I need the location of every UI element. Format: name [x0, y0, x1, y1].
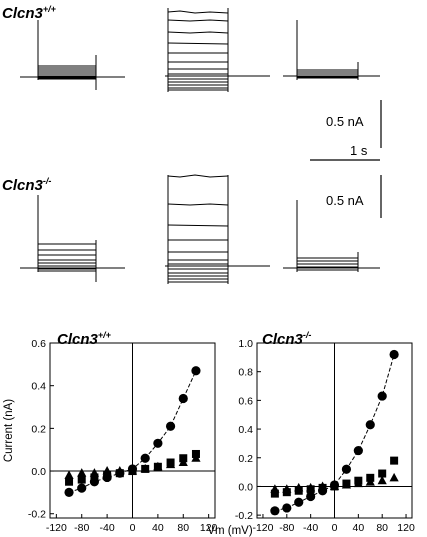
x-tick-label: 120 [397, 522, 415, 534]
data-point-triangle [341, 480, 352, 489]
data-point-circle [306, 491, 316, 502]
x-tick-label: 80 [376, 522, 388, 534]
ko-trace-group-2 [165, 174, 270, 284]
data-point-triangle [329, 481, 340, 490]
data-point-circle [165, 421, 176, 431]
data-point-triangle [77, 468, 87, 477]
data-point-triangle [389, 472, 399, 482]
y-axis-label: Current (nA) [3, 399, 15, 462]
data-point-circle [294, 497, 304, 507]
data-point-circle [353, 445, 363, 456]
wt-trace-group-2 [165, 8, 270, 92]
x-axis-label: Vm (mV) [207, 525, 253, 537]
x-tick-label: 40 [353, 522, 365, 534]
y-tick-label: 0.6 [238, 395, 253, 407]
data-point-circle [377, 391, 387, 401]
wt-trace-label: Clcn3+/+ [2, 4, 57, 22]
data-point-circle [64, 487, 74, 497]
data-point-triangle [178, 457, 188, 467]
plot-title: Clcn3+/+ [57, 330, 112, 348]
x-tick-label: -40 [303, 522, 318, 534]
data-point-circle [341, 464, 352, 474]
ko-trace-label: Clcn3-/- [2, 176, 51, 194]
y-tick-label: -0.2 [28, 509, 46, 521]
scale-label-current-ko: 0.5 nA [326, 193, 364, 208]
data-point-triangle [294, 482, 304, 492]
x-tick-label: 40 [152, 522, 164, 534]
y-tick-label: 0.6 [31, 338, 46, 350]
data-point-triangle [127, 466, 138, 475]
data-point-triangle [165, 459, 176, 469]
data-point-square [90, 473, 99, 482]
data-point-triangle [191, 453, 201, 462]
y-tick-label: 1.0 [238, 338, 253, 350]
x-tick-label: -80 [279, 522, 294, 534]
y-tick-label: 0.0 [238, 481, 253, 493]
data-point-circle [282, 503, 292, 513]
data-point-triangle [306, 482, 316, 492]
data-point-triangle [153, 461, 163, 471]
plot-title: Clcn3-/- [262, 330, 311, 348]
data-point-circle [77, 483, 87, 493]
data-point-triangle [115, 466, 125, 475]
y-tick-label: 0.0 [31, 466, 46, 478]
scale-label-time: 1 s [350, 143, 368, 158]
data-point-circle [365, 420, 375, 430]
iv-plot-ko: -120 -80 -40 0 40 80 120 -0.2 0.0 0.2 0.4 0.6 0.8 1.0… [235, 330, 415, 534]
data-point-circle [270, 506, 280, 516]
y-tick-label: 0.4 [31, 381, 46, 393]
data-point-square [390, 456, 399, 465]
data-point-circle [153, 438, 163, 448]
data-point-triangle [377, 475, 387, 485]
x-tick-label: -120 [252, 522, 273, 534]
data-point-triangle [353, 478, 363, 488]
data-point-square [103, 471, 112, 480]
data-point-triangle [89, 468, 100, 477]
x-tick-label: -120 [46, 522, 67, 534]
data-point-square [378, 469, 387, 478]
data-point-triangle [317, 481, 328, 490]
data-point-circle [140, 453, 150, 463]
data-point-circle [191, 366, 201, 376]
wt-current-traces [20, 8, 380, 92]
y-tick-label: 0.2 [238, 453, 253, 465]
x-tick-label: 0 [332, 522, 338, 534]
data-point-square [65, 477, 74, 486]
ko-trace-group-3 [283, 200, 380, 272]
data-point-square [270, 489, 279, 498]
data-point-triangle [365, 477, 375, 486]
data-point-triangle [140, 463, 150, 473]
data-point-circle [178, 393, 188, 404]
data-point-circle [389, 349, 399, 360]
data-point-square [77, 475, 86, 484]
x-tick-label: 120 [200, 522, 218, 534]
data-point-triangle [102, 466, 112, 475]
x-tick-label: -40 [100, 522, 115, 534]
data-point-triangle [282, 484, 292, 493]
x-tick-label: -80 [74, 522, 89, 534]
wt-trace-group-3 [283, 20, 380, 80]
y-tick-label: 0.2 [31, 423, 46, 435]
x-tick-label: 80 [177, 522, 189, 534]
y-tick-label: -0.2 [235, 510, 253, 522]
iv-plot-wt: -120 -80 -40 0 40 80 120 -0.2 0.0 0.2 0.4 0.6 Clcn3+… [3, 330, 218, 534]
scale-label-current-wt: 0.5 nA [326, 114, 364, 129]
scale-bars [310, 100, 382, 218]
ko-current-traces [20, 174, 380, 284]
ko-trace-group-1 [20, 195, 125, 282]
x-tick-label: 0 [130, 522, 136, 534]
y-tick-label: 0.4 [238, 424, 253, 436]
y-tick-label: 0.8 [238, 367, 253, 379]
wt-trace-group-1 [20, 20, 125, 90]
data-point-triangle [270, 484, 280, 493]
data-point-triangle [64, 470, 74, 479]
